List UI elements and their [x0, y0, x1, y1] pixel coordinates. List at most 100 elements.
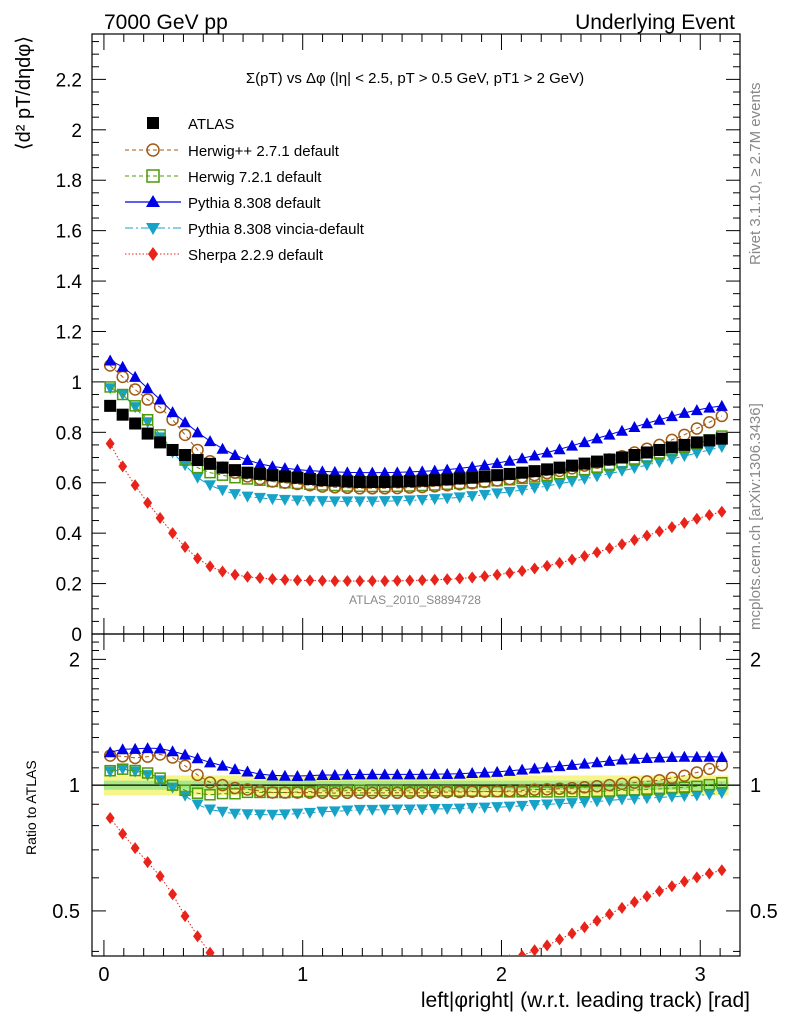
legend-atlas-label: ATLAS	[188, 116, 234, 133]
data-point	[216, 442, 229, 454]
data-point	[516, 485, 529, 497]
ratio-series-4	[104, 764, 728, 821]
ratio-point	[243, 967, 252, 979]
data-point	[129, 370, 142, 382]
data-point	[665, 454, 678, 466]
data-point	[442, 573, 452, 586]
ratio-point	[179, 784, 191, 797]
ratio-point	[116, 764, 129, 776]
data-point	[553, 478, 566, 490]
data-point	[191, 472, 204, 484]
ratio-point	[555, 933, 565, 946]
ratio-point	[291, 786, 304, 799]
mcplots-label: mcplots.cern.ch [arXiv:1306.3436]	[747, 403, 764, 630]
data-point	[615, 465, 628, 477]
ratio-point	[703, 750, 716, 762]
data-point	[353, 496, 366, 508]
data-point	[191, 454, 204, 467]
ratio-point	[717, 864, 727, 877]
ratio-point	[278, 809, 291, 821]
ratio-point	[353, 786, 367, 800]
ratio-point	[341, 805, 354, 817]
data-point	[228, 489, 241, 501]
data-point	[353, 475, 366, 488]
legend-herwig7-label: Herwig 7.2.1 default	[188, 169, 322, 186]
data-point	[591, 471, 604, 483]
data-point	[168, 527, 178, 540]
data-point	[204, 457, 217, 470]
data-point	[467, 571, 477, 584]
data-point	[266, 460, 279, 472]
ratio-point	[478, 785, 491, 798]
data-point	[503, 467, 516, 480]
ratio-point	[678, 791, 691, 803]
data-point	[715, 432, 728, 445]
ratio-point	[205, 946, 215, 956]
data-point	[566, 476, 579, 488]
data-point	[653, 457, 666, 469]
ratio-point	[193, 930, 203, 943]
ratio-point	[168, 888, 178, 901]
ratio-point	[516, 800, 529, 812]
data-point	[141, 427, 154, 440]
ratio-point	[455, 966, 464, 978]
ratio-point	[330, 972, 339, 984]
ratio-point	[678, 781, 691, 794]
data-point	[193, 552, 203, 565]
ratio-point	[580, 921, 590, 934]
data-point	[492, 568, 502, 581]
ratio-point	[266, 786, 279, 799]
ratio-point	[441, 767, 454, 779]
data-point	[653, 413, 666, 425]
data-point	[130, 479, 140, 492]
legend-pythia: Pythia 8.308 default	[125, 195, 321, 212]
data-point	[391, 495, 404, 507]
ratio-point	[178, 759, 192, 773]
ratio-point	[567, 927, 577, 940]
ratio-point	[592, 914, 602, 927]
data-point	[628, 421, 641, 433]
data-point	[491, 469, 504, 482]
ratio-point	[441, 803, 454, 815]
legend-herwig7-marker	[146, 169, 160, 183]
data-point	[516, 452, 529, 464]
ratio-point	[403, 804, 416, 816]
ratio-point	[653, 751, 666, 763]
data-point	[328, 496, 341, 508]
ratio-point	[378, 768, 391, 780]
data-point	[216, 461, 229, 474]
data-point	[703, 444, 716, 456]
ratio-point	[328, 768, 341, 780]
ratio-point	[328, 786, 342, 800]
legend-sherpa-marker	[148, 247, 158, 261]
data-point	[491, 457, 504, 469]
legend-herwigpp: Herwig++ 2.7.1 default	[125, 143, 340, 160]
ratio-series-5	[105, 812, 727, 984]
data-point	[665, 410, 678, 422]
data-point	[503, 486, 516, 498]
data-point	[303, 472, 316, 485]
series-line	[109, 386, 722, 488]
data-point	[628, 463, 641, 475]
ratio-point	[453, 767, 466, 779]
ratio-point	[578, 781, 591, 794]
data-point	[603, 468, 616, 480]
ratio-ytick-label-right: 0.5	[750, 901, 778, 923]
data-point	[316, 496, 329, 508]
data-point	[328, 474, 341, 487]
ratio-point	[318, 972, 327, 984]
data-point	[453, 462, 466, 474]
ratio-point	[715, 788, 728, 800]
ratio-point	[303, 786, 317, 799]
data-point	[528, 465, 541, 478]
ratio-series-3	[104, 742, 728, 782]
data-point	[204, 435, 217, 447]
data-point	[143, 496, 153, 509]
data-point	[104, 399, 117, 412]
ratio-point	[628, 776, 641, 789]
ratio-point	[679, 875, 689, 888]
ratio-point	[378, 786, 392, 800]
data-point	[391, 466, 404, 478]
data-point	[403, 495, 416, 507]
ratio-point	[566, 798, 579, 810]
